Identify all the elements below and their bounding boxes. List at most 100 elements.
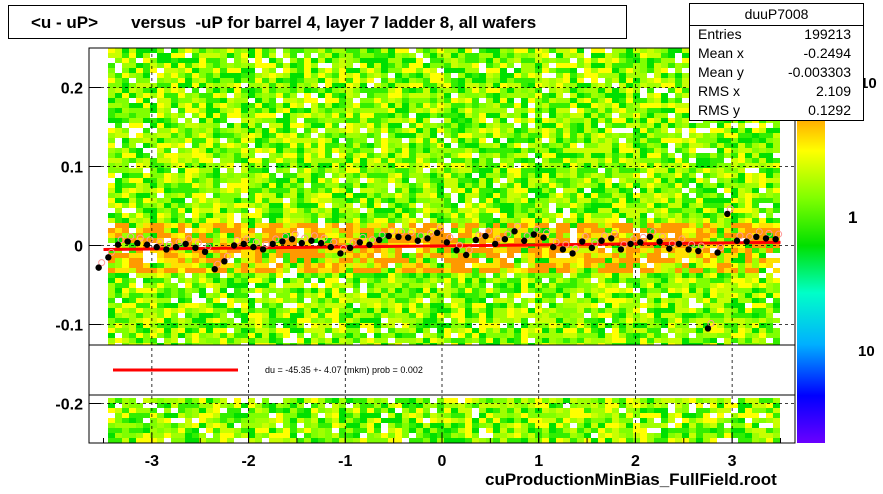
heatmap-cell [752,153,759,158]
heatmap-cell [626,278,633,283]
heatmap-cell [689,218,696,223]
heatmap-cell [129,313,136,318]
heatmap-cell [318,78,325,83]
heatmap-cell [227,83,234,88]
heatmap-cell [710,253,717,258]
heatmap-cell [157,318,164,323]
heatmap-cell [108,213,115,218]
heatmap-cell [360,308,367,313]
heatmap-cell [311,48,318,53]
heatmap-cell [360,113,367,118]
heatmap-cell [633,308,640,313]
heatmap-cell [528,278,535,283]
heatmap-cell [269,118,276,123]
heatmap-cell [248,123,255,128]
heatmap-cell [374,113,381,118]
heatmap-cell [542,263,549,268]
heatmap-cell [640,48,647,53]
heatmap-cell [619,318,626,323]
heatmap-cell [493,298,500,303]
heatmap-cell [255,258,262,263]
heatmap-cell [717,258,724,263]
heatmap-cell [108,238,115,243]
heatmap-cell [661,208,668,213]
heatmap-cell [409,188,416,193]
heatmap-cell [276,93,283,98]
heatmap-cell [395,108,402,113]
heatmap-cell [591,233,598,238]
heatmap-cell [675,303,682,308]
heatmap-cell [682,268,689,273]
heatmap-cell [150,283,157,288]
heatmap-cell [423,123,430,128]
heatmap-cell [745,278,752,283]
heatmap-cell [682,203,689,208]
heatmap-cell [675,183,682,188]
heatmap-cell [759,198,766,203]
heatmap-cell [367,178,374,183]
heatmap-cell [451,283,458,288]
heatmap-cell [507,78,514,83]
heatmap-cell [220,68,227,73]
heatmap-cell [311,158,318,163]
heatmap-cell [276,293,283,298]
heatmap-cell [290,228,297,233]
heatmap-cell [297,318,304,323]
heatmap-cell [332,58,339,63]
heatmap-cell [563,48,570,53]
heatmap-cell [640,58,647,63]
heatmap-cell [493,273,500,278]
heatmap-cell [332,248,339,253]
heatmap-cell [703,323,710,328]
heatmap-cell [479,173,486,178]
heatmap-cell [759,183,766,188]
heatmap-cell [178,78,185,83]
heatmap-cell [479,203,486,208]
heatmap-cell [283,158,290,163]
heatmap-cell [318,188,325,193]
heatmap-cell [325,318,332,323]
heatmap-cell [633,303,640,308]
heatmap-cell [514,83,521,88]
heatmap-cell [696,133,703,138]
heatmap-cell [409,168,416,173]
heatmap-cell [304,188,311,193]
heatmap-cell [584,268,591,273]
heatmap-cell [619,203,626,208]
heatmap-cell [388,218,395,223]
heatmap-cell [297,163,304,168]
heatmap-cell [493,83,500,88]
heatmap-cell [556,213,563,218]
heatmap-cell [360,263,367,268]
heatmap-cell [619,58,626,63]
heatmap-cell [500,223,507,228]
heatmap-cell [402,173,409,178]
heatmap-cell [297,253,304,258]
heatmap-cell [640,178,647,183]
heatmap-cell [136,73,143,78]
heatmap-cell [458,128,465,133]
heatmap-cell [262,238,269,243]
heatmap-cell [717,228,724,233]
heatmap-cell [171,233,178,238]
heatmap-cell [206,178,213,183]
heatmap-cell [682,118,689,123]
heatmap-cell [696,218,703,223]
heatmap-cell [465,308,472,313]
heatmap-cell [409,153,416,158]
heatmap-cell [759,238,766,243]
heatmap-cell [444,328,451,333]
heatmap-cell [591,53,598,58]
heatmap-cell [430,213,437,218]
heatmap-cell [668,118,675,123]
heatmap-cell [738,288,745,293]
heatmap-cell [591,58,598,63]
heatmap-cell [283,313,290,318]
heatmap-cell [605,98,612,103]
heatmap-cell [213,248,220,253]
heatmap-cell [360,278,367,283]
heatmap-cell [178,213,185,218]
heatmap-cell [647,138,654,143]
heatmap-cell [458,198,465,203]
heatmap-cell [150,318,157,323]
